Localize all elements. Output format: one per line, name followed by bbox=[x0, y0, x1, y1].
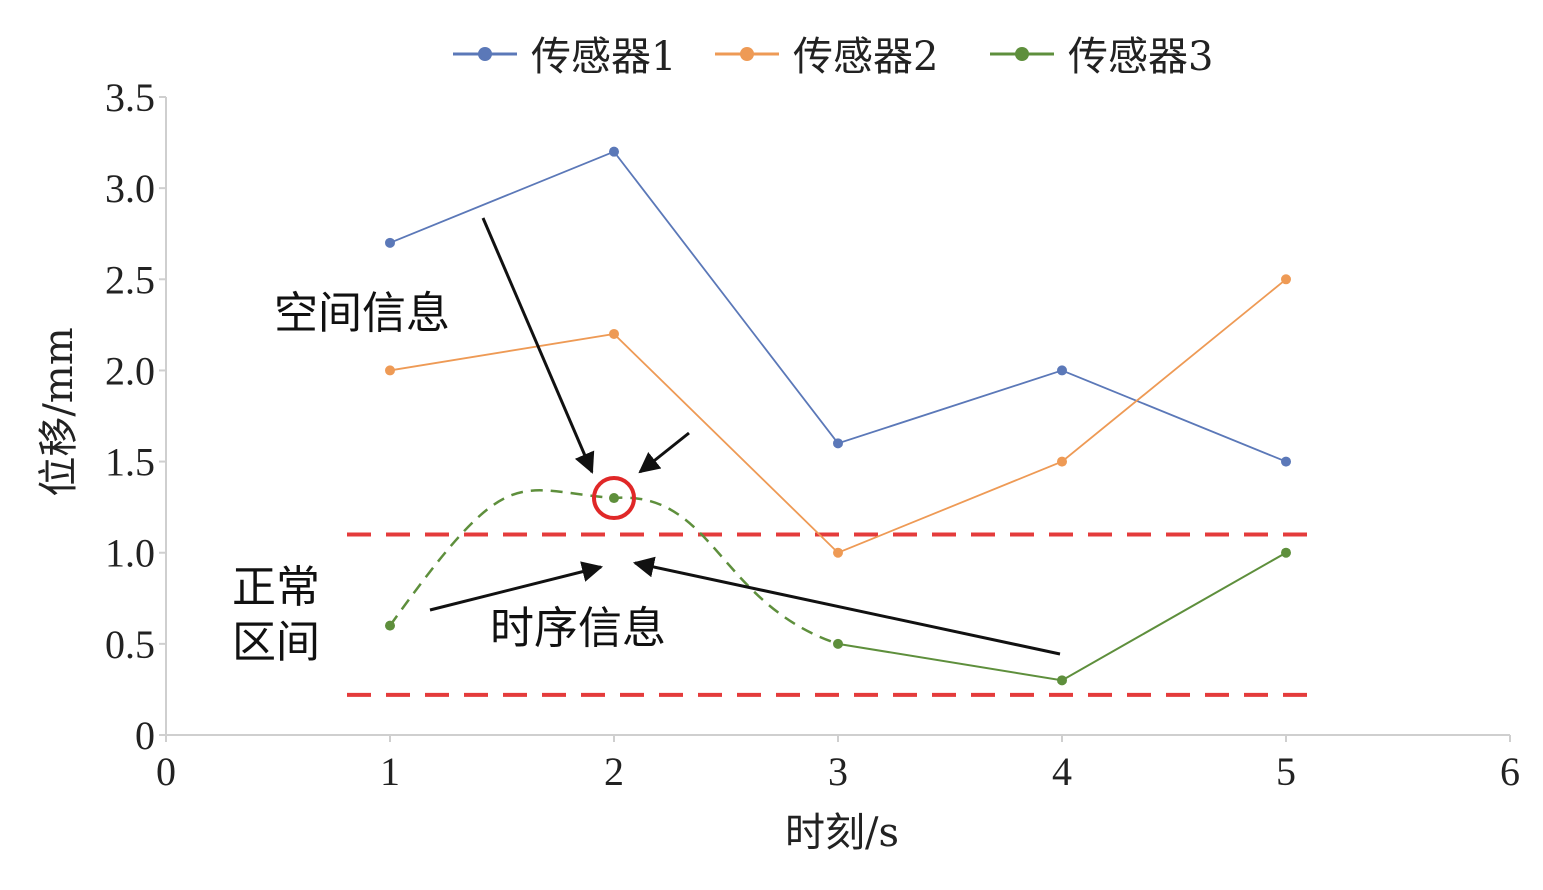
x-tick-label: 3 bbox=[828, 749, 848, 794]
data-point bbox=[1281, 456, 1291, 467]
data-point bbox=[385, 620, 395, 631]
series-1-line bbox=[389, 150, 1287, 463]
normal-range-lines bbox=[347, 532, 1322, 697]
y-tick-label: 2.0 bbox=[105, 348, 155, 393]
legend-marker bbox=[478, 47, 492, 61]
data-point bbox=[385, 365, 395, 376]
data-point bbox=[1281, 274, 1291, 285]
legend-label: 传感器3 bbox=[1068, 34, 1213, 80]
annotation-arrow bbox=[638, 431, 690, 474]
data-point bbox=[833, 547, 843, 558]
y-tick-label: 1.0 bbox=[105, 531, 155, 576]
data-point bbox=[1057, 675, 1067, 686]
legend-label: 传感器2 bbox=[793, 34, 938, 80]
annotation-normal-range: 正常 bbox=[232, 562, 320, 613]
data-point bbox=[1281, 547, 1291, 558]
y-tick-label: 3.0 bbox=[105, 166, 155, 211]
series-3-line bbox=[837, 551, 1287, 682]
x-tick-label: 6 bbox=[1500, 749, 1520, 794]
y-tick-label: 0.5 bbox=[105, 622, 155, 667]
series-2-line bbox=[389, 278, 1287, 554]
x-tick-label: 5 bbox=[1276, 749, 1296, 794]
data-point bbox=[385, 237, 395, 248]
data-point bbox=[1057, 365, 1067, 376]
annotation-arrow bbox=[481, 217, 595, 474]
x-tick-label: 4 bbox=[1052, 749, 1072, 794]
anomaly-highlight-circle bbox=[592, 476, 636, 521]
data-point bbox=[609, 328, 619, 339]
series-3 bbox=[385, 489, 1291, 686]
x-tick-label: 1 bbox=[380, 749, 400, 794]
annotation-arrow bbox=[429, 561, 604, 612]
y-tick-label: 0 bbox=[135, 713, 155, 758]
series-2 bbox=[385, 274, 1291, 558]
data-point bbox=[609, 493, 619, 504]
x-axis-title: 时刻/s bbox=[785, 810, 899, 856]
data-point bbox=[833, 638, 843, 649]
y-tick-label: 1.5 bbox=[105, 440, 155, 485]
data-point bbox=[833, 438, 843, 449]
legend-item-2: 传感器2 bbox=[715, 34, 938, 80]
axes: 0 1 2 3 4 5 6 0 0.5 1.0 1.5 2.0 2.5 3.0 3.5 时刻/s 位移/mm bbox=[36, 75, 1520, 856]
y-tick-label: 2.5 bbox=[105, 257, 155, 302]
legend-item-1: 传感器1 bbox=[453, 34, 676, 80]
annotation-arrow bbox=[632, 556, 1061, 656]
x-tick-label: 2 bbox=[604, 749, 624, 794]
annotation-normal-range: 区间 bbox=[232, 617, 320, 668]
legend: 传感器1 传感器2 传感器3 bbox=[453, 34, 1213, 80]
data-point bbox=[609, 146, 619, 157]
series-group bbox=[385, 146, 1291, 686]
legend-marker bbox=[1015, 47, 1029, 61]
annotation-temporal-info: 时序信息 bbox=[490, 603, 666, 654]
y-axis-title: 位移/mm bbox=[36, 327, 82, 496]
legend-marker bbox=[740, 47, 754, 61]
legend-label: 传感器1 bbox=[531, 34, 676, 80]
legend-item-3: 传感器3 bbox=[990, 34, 1213, 80]
annotation-spatial-info: 空间信息 bbox=[274, 288, 450, 339]
x-tick-label: 0 bbox=[156, 749, 176, 794]
y-tick-label: 3.5 bbox=[105, 75, 155, 120]
data-point bbox=[1057, 456, 1067, 467]
